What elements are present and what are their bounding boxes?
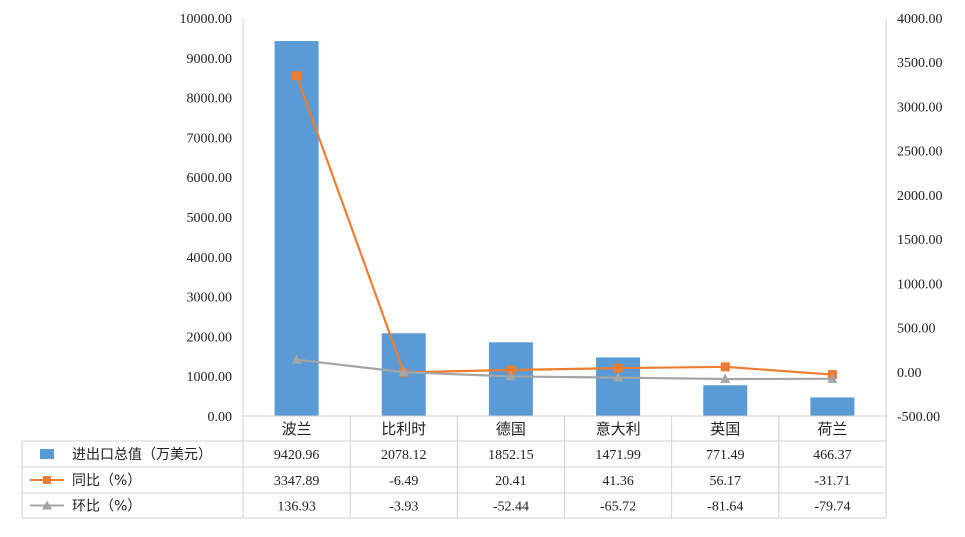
table-cell: -6.49 (389, 474, 418, 489)
table-cell: -65.72 (600, 500, 636, 515)
left-tick-label: 8000.00 (187, 92, 233, 107)
right-tick-label: 3500.00 (897, 56, 943, 71)
line-marker (827, 373, 838, 383)
line-marker (398, 366, 409, 377)
table-cell: -52.44 (493, 500, 529, 515)
table-cell: -31.71 (814, 474, 850, 489)
table-cell: 20.41 (495, 474, 527, 489)
left-tick-label: 1000.00 (187, 370, 233, 385)
left-tick-label: 2000.00 (187, 330, 233, 345)
legend-key-marker (42, 500, 52, 510)
table-cell: 136.93 (277, 500, 316, 515)
left-tick-label: 9000.00 (187, 52, 233, 67)
legend-label: 环比（%） (72, 499, 141, 515)
line-marker (720, 362, 730, 372)
category-label: 德国 (496, 420, 526, 438)
table-cell: 466.37 (813, 448, 852, 463)
line-marker (506, 365, 516, 375)
table-cell: 9420.96 (274, 448, 320, 463)
table-cell: -3.93 (389, 500, 418, 515)
bar-0 (274, 41, 319, 417)
right-tick-label: 2500.00 (897, 145, 943, 160)
table-cell: 56.17 (710, 474, 742, 489)
right-tick-label: 1500.00 (897, 233, 943, 248)
left-tick-label: 3000.00 (187, 291, 233, 306)
series-line-2 (296, 358, 833, 381)
right-tick-label: 4000.00 (897, 12, 943, 27)
legend-key-marker (43, 476, 51, 484)
left-tick-label: 5000.00 (187, 211, 233, 226)
table-cell: 2078.12 (381, 448, 427, 463)
left-tick-label: 7000.00 (187, 131, 233, 146)
right-tick-label: 2000.00 (897, 189, 943, 204)
table-cell: 1471.99 (595, 448, 641, 463)
right-tick-label: 0.00 (897, 366, 922, 381)
category-label: 比利时 (381, 420, 426, 438)
bar-5 (810, 397, 855, 416)
left-tick-label: 0.00 (208, 410, 233, 425)
category-label: 英国 (710, 420, 740, 438)
category-label: 荷兰 (817, 420, 847, 438)
line-marker (291, 354, 302, 364)
left-tick-label: 4000.00 (187, 251, 233, 266)
legend-label: 进出口总值（万美元） (72, 447, 212, 463)
category-label: 波兰 (282, 420, 312, 438)
line-marker (720, 373, 731, 383)
legend-label: 同比（%） (72, 473, 141, 489)
legend-key-bar (40, 449, 54, 459)
line-marker (613, 372, 624, 382)
left-tick-label: 6000.00 (187, 171, 233, 186)
table-cell: -79.74 (814, 500, 850, 515)
table-cell: 3347.89 (274, 474, 320, 489)
bar-4 (703, 385, 748, 416)
right-tick-label: 3000.00 (897, 100, 943, 115)
table-cell: -81.64 (707, 500, 743, 515)
right-tick-label: 1000.00 (897, 277, 943, 292)
line-marker (292, 71, 302, 81)
line-marker (613, 363, 623, 373)
table-cell: 1852.15 (488, 448, 534, 463)
table-cell: 771.49 (706, 448, 745, 463)
left-tick-label: 10000.00 (180, 12, 233, 27)
right-tick-label: 500.00 (897, 322, 936, 337)
right-tick-label: -500.00 (897, 410, 940, 425)
table-cell: 41.36 (602, 474, 634, 489)
line-marker (505, 370, 516, 381)
series-line-1 (295, 75, 833, 376)
category-label: 意大利 (596, 420, 641, 438)
